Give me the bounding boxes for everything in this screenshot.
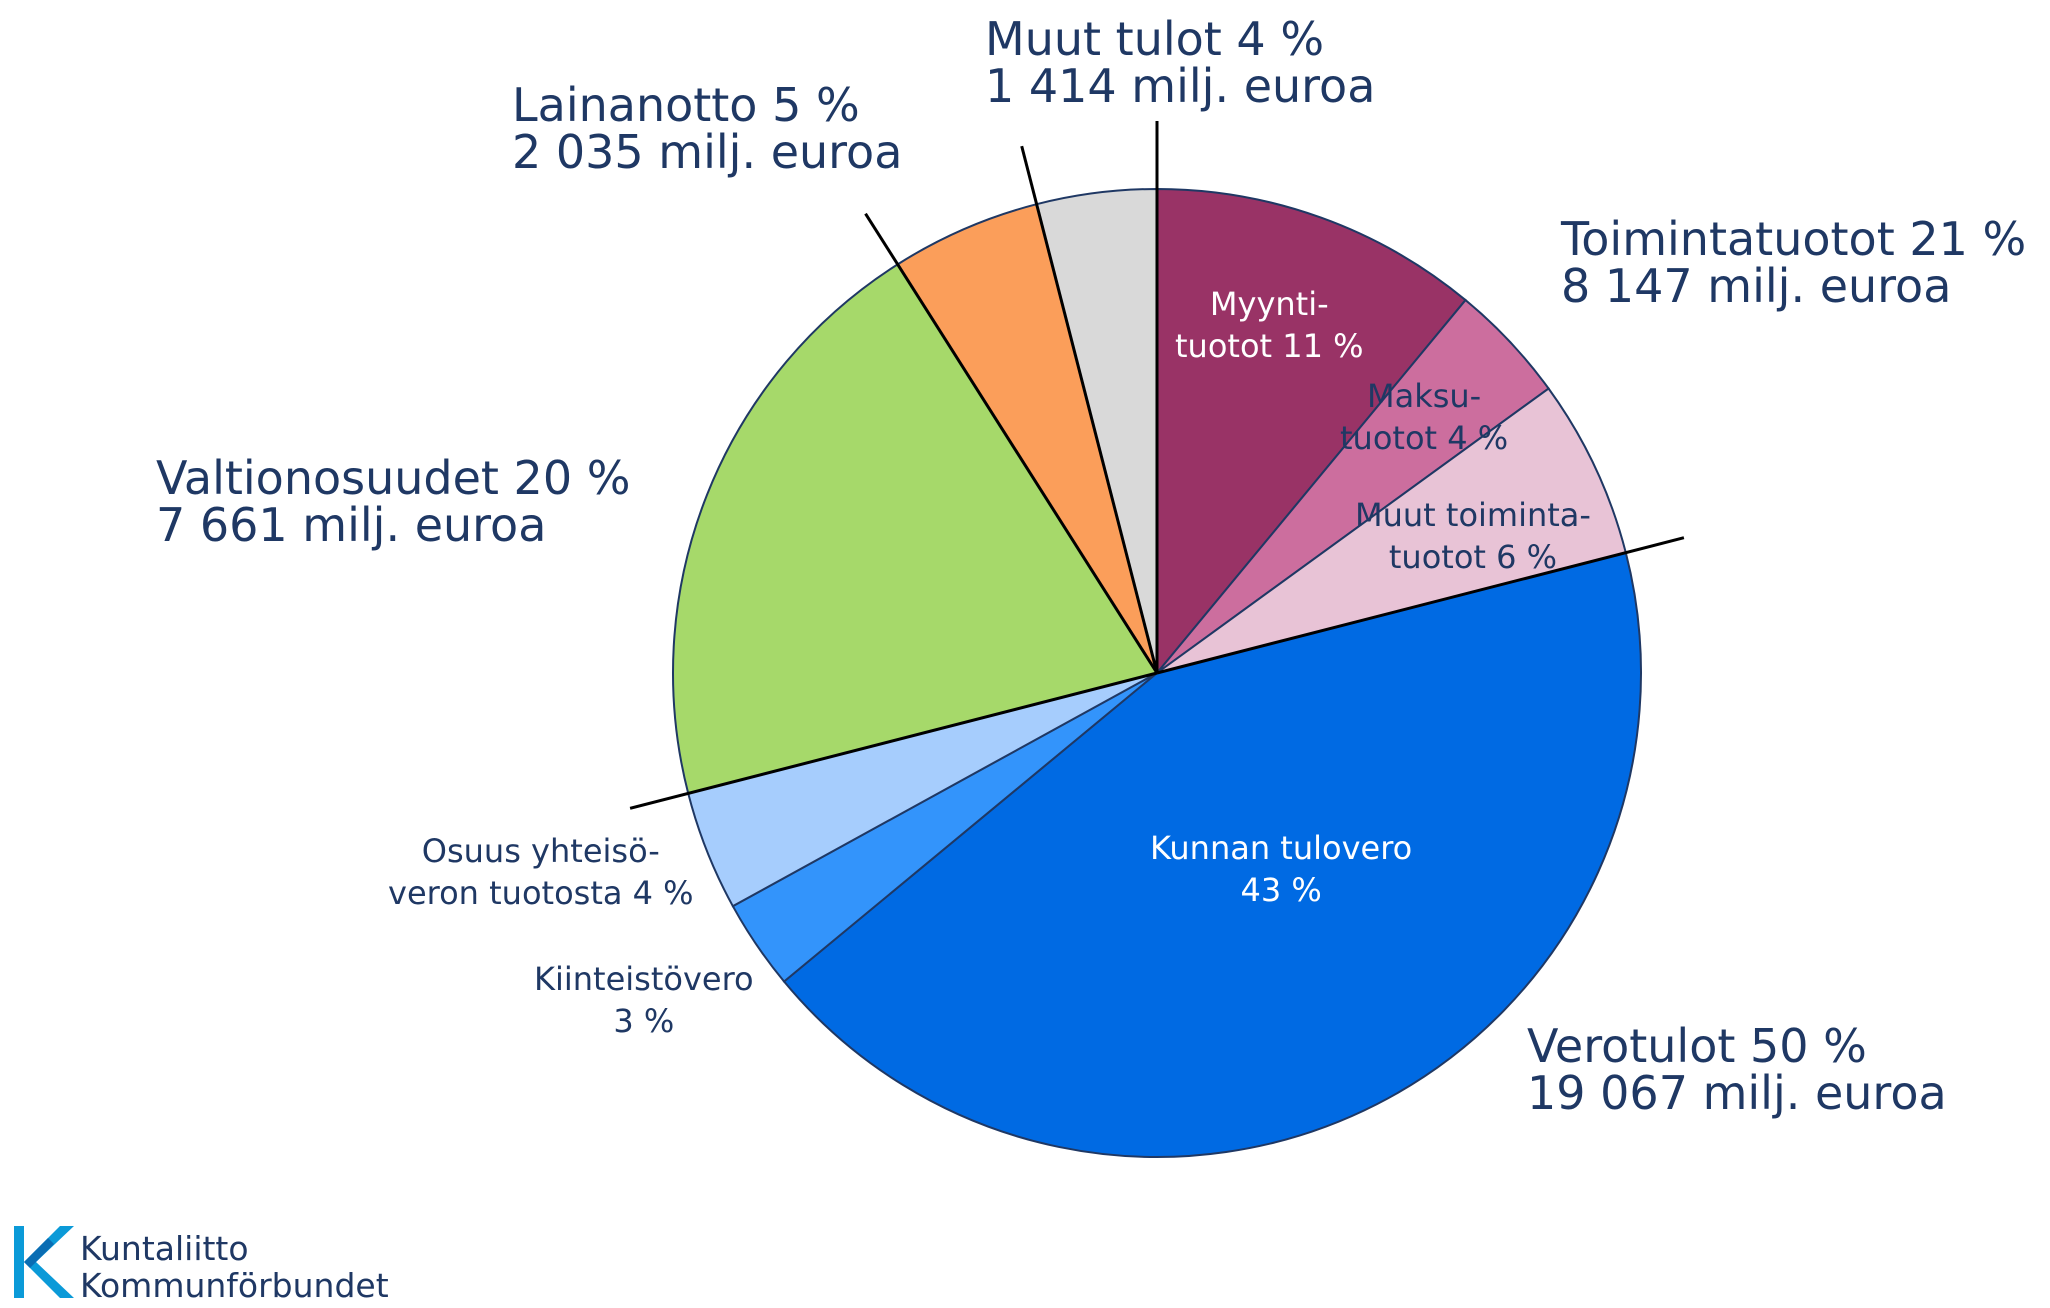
pie-slice-lainanotto — [896, 202, 1158, 674]
label-verotulot: Verotulot 50 % 19 067 milj. euroa — [1527, 1023, 1947, 1117]
label-toimintatuotot: Toimintatuotot 21 % 8 147 milj. euroa — [1561, 216, 2026, 310]
pie-slice-muut-toimintatuotot — [1156, 387, 1628, 674]
slice-label-yhteisovero-line1: Osuus yhteisö- — [421, 832, 660, 870]
slice-label-yhteisovero-line2: veron tuotosta 4 % — [388, 874, 694, 912]
label-valtionosuudet-line2: 7 661 milj. euroa — [156, 498, 547, 552]
slice-label-kunnan-tulovero-line1: Kunnan tulovero — [1150, 829, 1413, 867]
label-lainanotto-line2: 2 035 milj. euroa — [512, 125, 903, 179]
slice-label-kiinteistovero-line2: 3 % — [613, 1002, 675, 1040]
slice-label-yhteisovero: Osuus yhteisö- veron tuotosta 4 % — [388, 830, 694, 914]
slice-label-kunnan-tulovero-line2: 43 % — [1240, 871, 1322, 909]
group-divider-line — [1156, 536, 1685, 675]
slice-label-maksutuotot: Maksu- tuotot 4 % — [1340, 375, 1508, 459]
group-divider-lines — [629, 121, 1685, 810]
slice-label-myyntituotot-line1: Myynti- — [1209, 285, 1329, 323]
slice-label-muut-toimintatuotot-line2: tuotot 6 % — [1388, 538, 1558, 576]
pie-slice-kunnan-tulovero — [782, 551, 1642, 1158]
label-muut-tulot-line1: Muut tulot 4 % — [985, 12, 1325, 66]
label-muut-tulot-line2: 1 414 milj. euroa — [985, 59, 1376, 113]
slice-label-kunnan-tulovero: Kunnan tulovero 43 % — [1150, 827, 1412, 911]
label-valtionosuudet-line1: Valtionosuudet 20 % — [156, 451, 631, 505]
label-verotulot-line1: Verotulot 50 % — [1527, 1019, 1867, 1073]
logo-text-line2: Kommunförbundet — [80, 1266, 389, 1305]
label-verotulot-line2: 19 067 milj. euroa — [1527, 1066, 1947, 1120]
slice-label-maksutuotot-line1: Maksu- — [1366, 377, 1482, 415]
group-divider-line — [629, 671, 1158, 810]
label-lainanotto: Lainanotto 5 % 2 035 milj. euroa — [512, 82, 902, 176]
label-valtionosuudet: Valtionosuudet 20 % 7 661 milj. euroa — [156, 455, 630, 549]
logo-text: Kuntaliitto Kommunförbundet — [80, 1230, 389, 1304]
slice-label-maksutuotot-line2: tuotot 4 % — [1340, 419, 1509, 457]
pie-slices — [672, 187, 1642, 1158]
logo-text-line1: Kuntaliitto — [80, 1229, 249, 1268]
kuntaliitto-logo: Kuntaliitto Kommunförbundet — [8, 1222, 389, 1308]
label-toimintatuotot-line2: 8 147 milj. euroa — [1561, 259, 1952, 313]
slice-label-myyntituotot-line2: tuotot 11 % — [1175, 327, 1364, 365]
slice-label-myyntituotot: Myynti- tuotot 11 % — [1175, 283, 1364, 367]
slice-label-muut-toimintatuotot-line1: Muut toiminta- — [1355, 496, 1591, 534]
label-toimintatuotot-line1: Toimintatuotot 21 % — [1561, 212, 2027, 266]
pie-slice-valtionosuudet — [672, 262, 1159, 795]
kuntaliitto-logo-mark-icon — [14, 1226, 74, 1298]
label-muut-tulot: Muut tulot 4 % 1 414 milj. euroa — [985, 16, 1375, 110]
slice-label-kiinteistovero-line1: Kiinteistövero — [534, 960, 754, 998]
pie-slice-myyntituotot — [1156, 187, 1467, 676]
slice-label-kiinteistovero: Kiinteistövero 3 % — [534, 958, 754, 1042]
group-divider-line — [864, 212, 1159, 674]
slice-label-muut-toimintatuotot: Muut toiminta- tuotot 6 % — [1355, 494, 1591, 578]
label-lainanotto-line1: Lainanotto 5 % — [512, 78, 860, 132]
group-divider-line — [1020, 145, 1159, 674]
